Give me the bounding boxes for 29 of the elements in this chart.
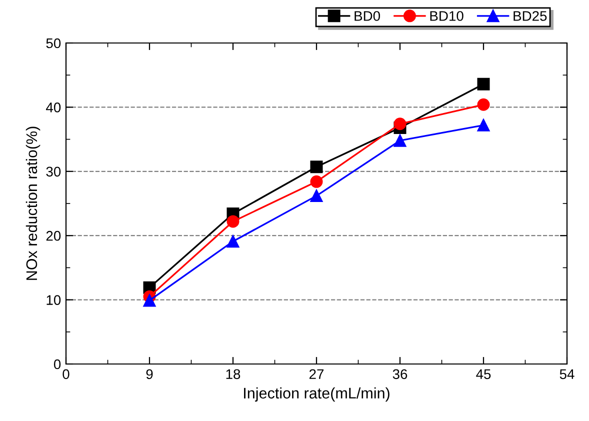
y-axis-title: NOx reduction ratio(%)	[26, 126, 40, 280]
point	[143, 294, 156, 307]
x-axis-title: Injection rate(mL/min)	[244, 387, 390, 402]
point	[226, 215, 240, 228]
y-tick-label: 30	[46, 166, 61, 177]
point	[394, 134, 406, 147]
x-tick-label: 36	[392, 369, 408, 380]
y-tick-label: 40	[46, 102, 61, 112]
x-tick-label: 18	[226, 369, 240, 380]
x-tick-label: 9	[146, 369, 153, 380]
point	[477, 118, 490, 132]
y-tick-label: 50	[46, 38, 61, 48]
y-tick-label: 0	[54, 359, 61, 370]
point	[477, 98, 490, 111]
x-tick-label: 0	[62, 369, 70, 380]
point	[394, 118, 406, 130]
x-tick-label: 54	[560, 369, 574, 380]
legend-label: BD0	[354, 11, 380, 21]
point	[310, 190, 323, 202]
point	[310, 160, 323, 174]
legend-label: BD10	[430, 11, 464, 21]
point	[310, 175, 323, 188]
point	[226, 235, 240, 248]
y-tick-label: 20	[46, 230, 61, 241]
legend-label: BD25	[514, 11, 547, 21]
point	[477, 78, 490, 90]
x-tick-label: 27	[309, 369, 324, 379]
x-tick-label: 45	[476, 369, 491, 380]
y-tick-label: 10	[46, 295, 61, 305]
